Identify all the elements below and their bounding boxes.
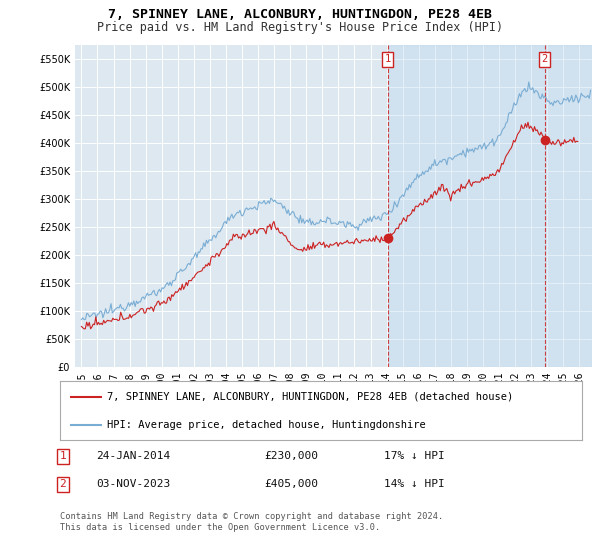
Text: 2: 2 bbox=[59, 479, 67, 489]
Text: 24-JAN-2014: 24-JAN-2014 bbox=[96, 451, 170, 461]
Text: 7, SPINNEY LANE, ALCONBURY, HUNTINGDON, PE28 4EB (detached house): 7, SPINNEY LANE, ALCONBURY, HUNTINGDON, … bbox=[107, 391, 513, 402]
Text: 17% ↓ HPI: 17% ↓ HPI bbox=[384, 451, 445, 461]
Text: Price paid vs. HM Land Registry's House Price Index (HPI): Price paid vs. HM Land Registry's House … bbox=[97, 21, 503, 34]
Text: Contains HM Land Registry data © Crown copyright and database right 2024.
This d: Contains HM Land Registry data © Crown c… bbox=[60, 512, 443, 532]
Text: 1: 1 bbox=[59, 451, 67, 461]
Text: 2: 2 bbox=[542, 54, 548, 64]
Text: 1: 1 bbox=[385, 54, 391, 64]
Text: 03-NOV-2023: 03-NOV-2023 bbox=[96, 479, 170, 489]
Bar bbox=[388, 45, 592, 367]
Text: £230,000: £230,000 bbox=[264, 451, 318, 461]
Text: £405,000: £405,000 bbox=[264, 479, 318, 489]
Text: HPI: Average price, detached house, Huntingdonshire: HPI: Average price, detached house, Hunt… bbox=[107, 420, 426, 430]
Text: 7, SPINNEY LANE, ALCONBURY, HUNTINGDON, PE28 4EB: 7, SPINNEY LANE, ALCONBURY, HUNTINGDON, … bbox=[108, 8, 492, 21]
Text: 14% ↓ HPI: 14% ↓ HPI bbox=[384, 479, 445, 489]
